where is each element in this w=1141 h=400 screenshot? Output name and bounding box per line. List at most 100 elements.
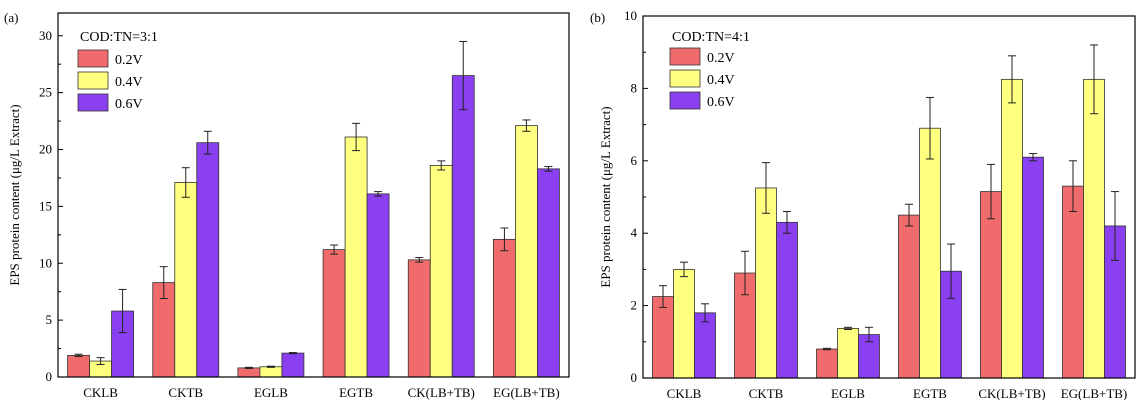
y-tick-label: 6 — [631, 153, 638, 168]
y-tick-label: 20 — [39, 142, 52, 157]
y-axis-label-b: EPS protein content (μg/L Extract) — [598, 106, 613, 287]
bar — [67, 354, 90, 378]
error-bar — [823, 347, 831, 351]
bar — [344, 136, 368, 378]
legend-a: COD:TN=3:1 0.2V 0.4V 0.6V — [77, 30, 158, 112]
error-bar — [680, 261, 688, 278]
y-tick-label: 4 — [631, 225, 638, 240]
bar — [652, 296, 674, 379]
y-tick-label: 5 — [46, 312, 53, 327]
error-bar — [244, 366, 253, 369]
x-tick-label: CK(LB+TB) — [978, 386, 1045, 400]
y-tick-label: 8 — [631, 80, 638, 95]
y-tick-label: 15 — [39, 198, 52, 213]
legend-title-b: COD:TN=4:1 — [672, 30, 750, 45]
legend-label: 0.6V — [707, 95, 735, 110]
bar — [451, 75, 475, 378]
error-bar — [926, 96, 934, 160]
error-bar — [500, 227, 509, 252]
bar — [429, 165, 453, 378]
bar — [366, 193, 390, 378]
bar — [1083, 78, 1105, 379]
error-bar — [844, 326, 852, 330]
y-tick-label: 0 — [631, 370, 638, 385]
x-tick-label: CKTB — [168, 385, 203, 400]
legend-b: COD:TN=4:1 0.2V 0.4V 0.6V — [669, 30, 750, 110]
bar — [259, 366, 283, 378]
bar — [174, 182, 198, 378]
legend-label: 0.4V — [115, 75, 143, 90]
legend-label: 0.6V — [115, 97, 143, 112]
legend-label: 0.2V — [115, 53, 143, 68]
bar — [816, 348, 838, 379]
panel-label-b: (b) — [590, 10, 605, 25]
bar — [694, 312, 716, 379]
y-tick-label: 10 — [624, 8, 637, 23]
bar — [196, 142, 220, 378]
error-bar — [266, 365, 275, 368]
legend-swatch — [77, 93, 109, 112]
x-tick-label: EGLB — [831, 386, 865, 400]
error-bar — [459, 40, 468, 111]
x-tick-label: CKLB — [83, 385, 118, 400]
legend-items-b: 0.2V 0.4V 0.6V — [669, 47, 735, 110]
panel-label-a: (a) — [4, 10, 18, 25]
error-bar — [203, 130, 212, 155]
error-bar — [374, 191, 383, 197]
bar — [1062, 185, 1084, 379]
error-bar — [947, 243, 955, 299]
error-bar — [701, 303, 709, 323]
axes-frame-a — [57, 12, 570, 378]
y-tick-label: 0 — [46, 369, 53, 384]
bar — [281, 352, 305, 378]
error-bar — [783, 210, 791, 234]
bar — [755, 187, 777, 379]
bar — [493, 238, 516, 378]
y-tick-label: 25 — [39, 85, 52, 100]
bar — [1022, 156, 1044, 379]
error-bar — [118, 288, 127, 334]
y-tick-label: 2 — [631, 298, 638, 313]
legend-swatch — [669, 91, 701, 110]
bar — [322, 249, 346, 378]
y-tick-label: 10 — [39, 255, 52, 270]
error-bar — [987, 163, 995, 220]
error-bar — [1111, 191, 1119, 261]
legend-swatch — [669, 47, 701, 66]
x-tick-label: CK(LB+TB) — [408, 385, 475, 400]
error-bar — [762, 162, 770, 214]
error-bar — [1008, 55, 1016, 104]
legend-label: 0.2V — [707, 51, 735, 66]
chart-panel-a: (a) 0 5 10 15 20 25 30 CKLB CKTB EGLB EGTB CK(LB+TB… — [4, 10, 570, 400]
bar — [919, 127, 941, 379]
x-tick-label: CKLB — [667, 386, 702, 400]
error-bar — [741, 250, 749, 296]
error-bar — [544, 166, 553, 172]
error-bar — [522, 119, 531, 132]
bar — [673, 268, 695, 379]
x-tick-label: EGTB — [339, 385, 373, 400]
error-bar — [288, 352, 297, 355]
y-axis-label-a: EPS protein content (μg/L Extract) — [7, 104, 22, 285]
plot-area-a: 0 5 10 15 20 25 30 CKLB CKTB EGLB EGTB CK(LB+TB) EG(… — [39, 28, 560, 400]
bar — [537, 168, 560, 378]
error-bar — [1069, 160, 1077, 212]
error-bar — [905, 203, 913, 227]
error-bar — [659, 285, 667, 308]
y-tick-label: 30 — [39, 28, 52, 43]
legend-swatch — [77, 71, 109, 90]
error-bar — [96, 357, 105, 365]
x-tick-label: EG(LB+TB) — [1061, 386, 1128, 400]
error-bar — [330, 244, 339, 255]
plot-area-b: 0 2 4 6 8 10 CKLB CKTB EGLB EGTB CK(LB+TB) EG(LB+TB… — [624, 8, 1127, 400]
bar — [776, 221, 798, 379]
error-bar — [865, 326, 873, 343]
bar — [1001, 78, 1023, 379]
x-tick-label: EG(LB+TB) — [493, 385, 560, 400]
bar — [515, 125, 538, 378]
x-tick-label: EGTB — [913, 386, 947, 400]
bar — [237, 367, 261, 378]
legend-items-a: 0.2V 0.4V 0.6V — [77, 49, 143, 112]
error-bar — [415, 257, 424, 263]
